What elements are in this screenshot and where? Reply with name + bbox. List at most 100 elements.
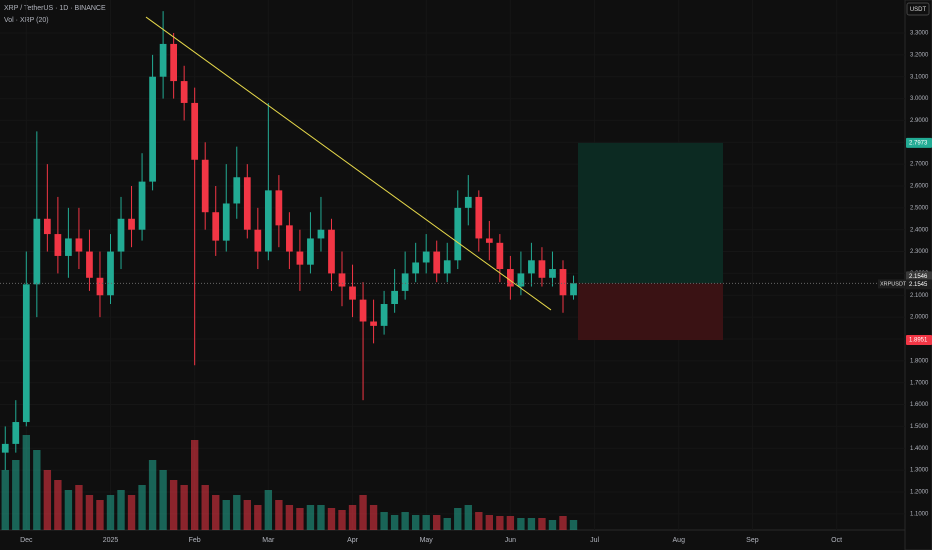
candle-body (349, 286, 356, 300)
candle-body (96, 277, 104, 296)
volume-bar (317, 505, 325, 530)
volume-bar (64, 490, 73, 530)
volume-bar (212, 495, 220, 530)
price-tag-label: 2.1546 (909, 274, 928, 280)
volume-bar (359, 495, 367, 530)
price-tag-label: 2.7973 (909, 140, 928, 146)
candle-body (12, 422, 20, 444)
candle-body (485, 238, 493, 243)
volume-bar (43, 470, 52, 530)
candle-body (86, 251, 93, 278)
trendline (145, 16, 552, 311)
y-tick-label: 1.6000 (910, 402, 929, 408)
candle-body (412, 262, 420, 274)
candle-body (170, 43, 178, 82)
volume-bar (85, 495, 94, 530)
symbol-tag (878, 279, 905, 289)
candle-body (528, 260, 535, 274)
candle-body (549, 269, 556, 278)
price-tag (906, 271, 932, 282)
candle-body (201, 159, 209, 213)
volume-bar (148, 460, 157, 530)
candle-body (443, 260, 451, 274)
candle-body (296, 251, 304, 265)
candle-body (43, 218, 51, 235)
volume-bar (464, 505, 472, 530)
y-tick-label: 3.2000 (910, 52, 929, 58)
candle-body (275, 190, 283, 226)
volume-bar (96, 500, 104, 530)
volume-bar (443, 518, 451, 530)
y-tick-label: 1.3000 (910, 468, 929, 474)
candle-body (422, 251, 430, 263)
volume-bar (527, 518, 536, 530)
volume-bar (338, 510, 346, 530)
candle-body (54, 234, 62, 256)
y-tick-label: 2.5000 (910, 205, 929, 211)
candle-body (286, 225, 293, 252)
x-tick-label: Apr (347, 537, 359, 544)
price-tag (906, 279, 932, 290)
volume-bar (117, 490, 125, 530)
candle-body (75, 238, 83, 252)
candle-body (307, 238, 314, 265)
candle-body (117, 218, 125, 252)
candle-body (138, 181, 146, 230)
candle-body (475, 196, 483, 239)
currency: USDT (910, 7, 927, 13)
y-tick-label: 2.4000 (910, 227, 929, 233)
volume-bar (254, 505, 262, 530)
candle-body (222, 203, 230, 241)
currency-box[interactable] (906, 2, 930, 16)
candle-body (212, 212, 220, 241)
volume-bar (401, 512, 409, 530)
candle-body (380, 304, 388, 326)
x-tick-label: Aug (673, 537, 686, 544)
volume-bar (296, 508, 304, 530)
candle-body (22, 284, 30, 423)
candle-body (401, 273, 409, 291)
candle-body (264, 190, 272, 252)
candle-body (243, 177, 251, 230)
candle-body (433, 251, 441, 274)
y-tick-label: 1.8000 (910, 358, 929, 364)
volume-bar (411, 515, 420, 530)
volume-bar (559, 516, 567, 530)
volume-bar (54, 480, 62, 530)
candle-body (391, 290, 398, 305)
volume-bar (433, 515, 441, 530)
volume-bar (306, 505, 315, 530)
candle-body (317, 229, 325, 239)
candle-body (359, 299, 367, 322)
volume-bar (538, 518, 546, 530)
volume-bar (264, 490, 273, 530)
stop-zone (578, 283, 723, 341)
x-tick-label: Jul (590, 537, 599, 544)
symbol-label: XRPUSDT (880, 281, 907, 287)
candle-body (65, 238, 72, 256)
candle-body (517, 273, 525, 287)
candle-body (464, 196, 472, 208)
x-tick-label: Mar (262, 537, 275, 544)
x-tick-label: Oct (831, 537, 842, 544)
volume-bar (106, 495, 115, 530)
target-zone (578, 142, 723, 284)
candle-body (570, 283, 577, 296)
chart-title: XRP / TetherUS · 1D · BINANCE (4, 5, 106, 12)
x-tick-label: Sep (746, 537, 759, 544)
volume-bar (75, 485, 83, 530)
volume-bar (475, 512, 483, 530)
volume-bar (138, 485, 146, 530)
y-tick-label: 2.7000 (910, 162, 929, 168)
volume-bar (233, 495, 241, 530)
volume-bar (369, 505, 378, 530)
volume-bar (169, 480, 178, 530)
volume-bar (243, 500, 251, 530)
candle-body (180, 81, 188, 103)
volume-bar (275, 500, 283, 530)
volume-bar (517, 518, 525, 530)
candle-body (254, 229, 262, 252)
price-tag-label: 1.8951 (909, 338, 928, 344)
candle-body (1, 443, 9, 453)
price-tag (906, 335, 932, 346)
